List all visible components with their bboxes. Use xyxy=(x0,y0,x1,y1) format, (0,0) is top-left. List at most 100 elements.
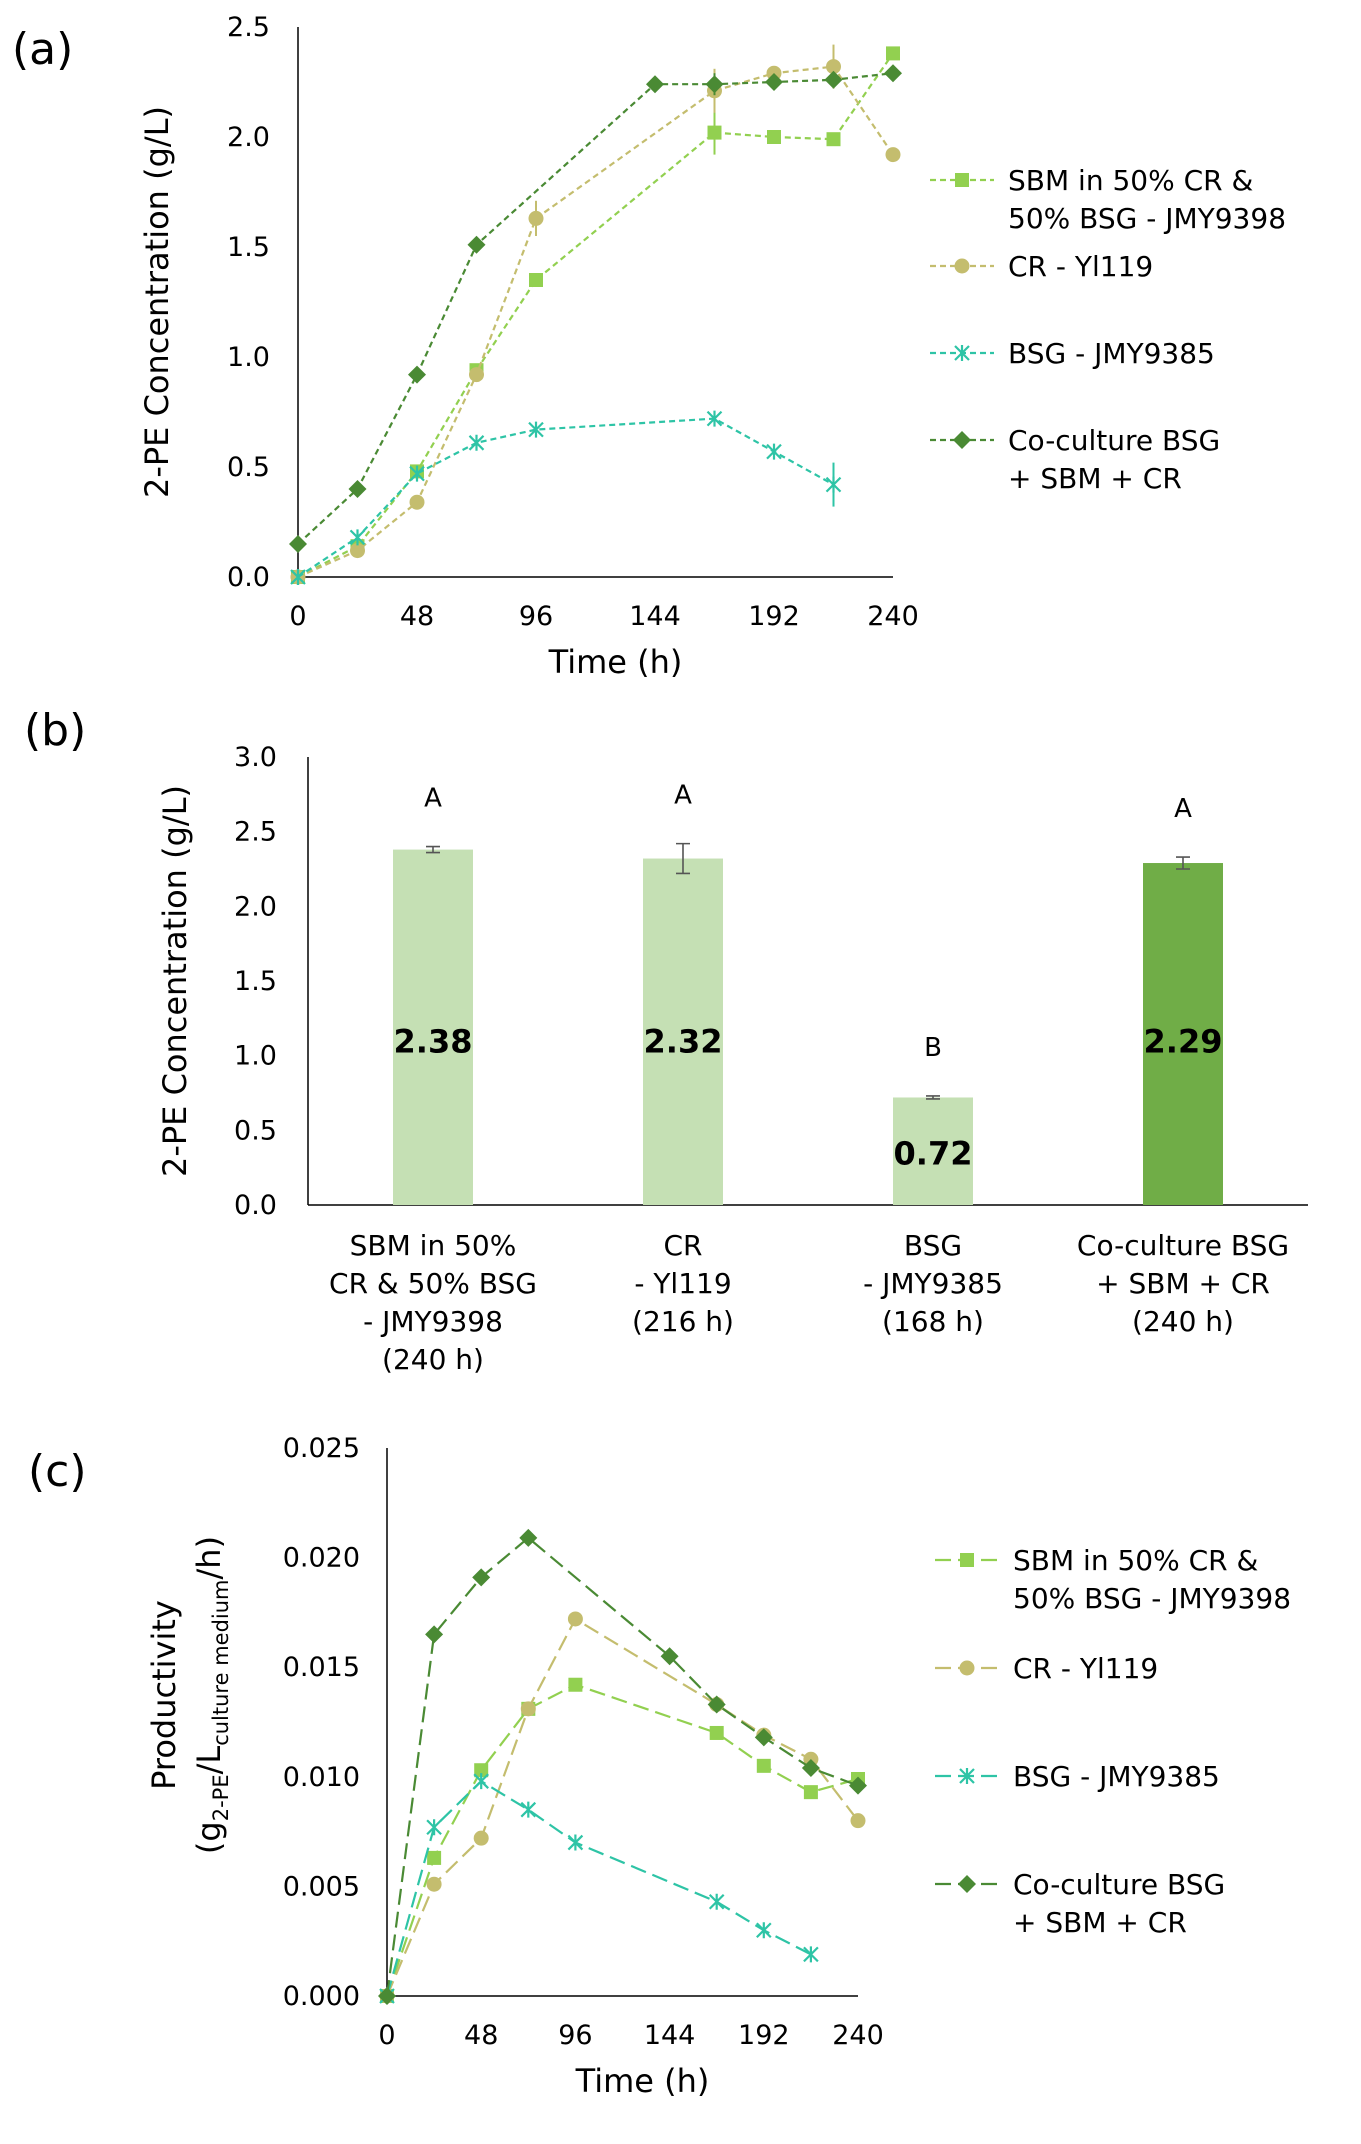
y-tick-label: 0.005 xyxy=(283,1871,360,1902)
category-label: BSG xyxy=(904,1229,962,1262)
series-line-sbm xyxy=(385,1683,859,1997)
error-bar xyxy=(1176,856,1190,870)
y-tick-label: 0.015 xyxy=(283,1652,360,1683)
data-point-cr xyxy=(469,367,484,383)
x-tick-label: 0 xyxy=(289,601,306,632)
panel-label: (a) xyxy=(12,24,73,75)
y-axis-title-units: (g2-PE/Lculture medium/h) xyxy=(190,1536,233,1854)
data-point-cr xyxy=(826,59,841,75)
data-point-co xyxy=(378,1987,396,2005)
legend-label: BSG - JMY9385 xyxy=(1013,1760,1220,1793)
y-tick-label: 0.000 xyxy=(283,1981,360,2012)
data-point-cr xyxy=(409,494,425,510)
y-axis-title-part: /L xyxy=(190,1746,228,1775)
data-point-cr xyxy=(567,1611,583,1627)
y-tick-label: 0.0 xyxy=(234,1190,277,1221)
data-point-bsg xyxy=(756,1922,772,1939)
series-line-co xyxy=(297,72,894,545)
legend-marker-cr xyxy=(954,258,970,274)
data-point-cr xyxy=(520,1701,536,1717)
y-tick-label: 0.5 xyxy=(227,452,270,483)
category-label: (168 h) xyxy=(882,1305,984,1338)
data-point-cr xyxy=(528,210,544,226)
data-point-co xyxy=(660,1647,679,1666)
significance-letter: A xyxy=(674,781,692,811)
series-line-cr xyxy=(297,65,894,579)
data-point-bsg xyxy=(803,1946,819,1963)
series-line-sbm xyxy=(297,52,894,578)
error-bar xyxy=(426,845,440,854)
error-bar xyxy=(926,1095,940,1100)
data-point-bsg xyxy=(409,465,425,482)
series-bsg: BSG - JMY9385 xyxy=(379,1760,1220,2004)
significance-letter: A xyxy=(424,784,442,814)
legend-label: 50% BSG - JMY9398 xyxy=(1008,202,1286,235)
data-point-sbm xyxy=(803,1785,818,1800)
y-tick-label: 0.5 xyxy=(234,1115,277,1146)
y-tick-label: 1.0 xyxy=(227,342,270,373)
legend-label: Co-culture BSG xyxy=(1008,424,1220,457)
data-point-sbm xyxy=(529,273,543,287)
data-point-co xyxy=(425,1625,444,1644)
y-axis-title: 2-PE Concentration (g/L) xyxy=(156,785,194,1177)
y-tick-label: 1.5 xyxy=(234,966,277,997)
chart-panel-a: (a) 0.0 0.5 1.0 1.5 2.0 2.5 0 48 96 144 192 240 Time … xyxy=(12,12,1286,681)
y-tick-label: 1.0 xyxy=(234,1041,277,1072)
data-point-sbm xyxy=(767,130,781,144)
x-tick-label: 48 xyxy=(464,2020,498,2051)
category-label: Co-culture BSG xyxy=(1077,1229,1289,1262)
legend-marker-sbm xyxy=(960,1553,974,1567)
y-tick-label: 2.0 xyxy=(234,891,277,922)
panel-label: (b) xyxy=(24,705,86,756)
series-co: Co-culture BSG + SBM + CR xyxy=(378,1528,1225,2005)
series-cr: CR - Yl119 xyxy=(290,44,1153,585)
x-axis-title: Time (h) xyxy=(575,2062,710,2100)
data-point-co xyxy=(519,1528,538,1547)
x-tick-label: 192 xyxy=(748,601,800,632)
legend-label: 50% BSG - JMY9398 xyxy=(1013,1582,1291,1615)
series-line-co xyxy=(385,1536,859,1997)
legend-marker-cr xyxy=(959,1660,975,1676)
legend-marker-co xyxy=(958,1875,976,1893)
data-point-bsg xyxy=(708,1893,725,1910)
data-point-co xyxy=(754,1728,773,1747)
data-point-co xyxy=(824,70,843,89)
legend-label: CR - Yl119 xyxy=(1008,250,1153,283)
data-point-bsg xyxy=(468,434,485,451)
series-bsg: BSG - JMY9385 xyxy=(290,337,1215,585)
y-tick-label: 0.020 xyxy=(283,1543,360,1574)
category-label: - JMY9398 xyxy=(363,1305,503,1338)
data-point-bsg xyxy=(290,569,306,585)
data-point-co xyxy=(467,235,486,254)
data-point-co xyxy=(765,73,783,91)
y-tick-label: 0.0 xyxy=(227,562,270,593)
data-point-co xyxy=(472,1568,491,1587)
category-label: + SBM + CR xyxy=(1096,1267,1270,1300)
series-cr: CR - Yl119 xyxy=(379,1611,1158,2004)
data-point-cr xyxy=(473,1830,489,1846)
bar xyxy=(393,849,473,1205)
x-tick-label: 192 xyxy=(738,2020,790,2051)
data-label: 2.38 xyxy=(394,1023,473,1061)
y-tick-label: 2.5 xyxy=(234,817,277,848)
y-tick-label: 2.5 xyxy=(227,12,270,43)
significance-letter: B xyxy=(924,1033,942,1063)
y-tick-label: 0.025 xyxy=(283,1433,360,1464)
bar xyxy=(893,1097,973,1205)
data-point-sbm xyxy=(826,132,841,147)
x-tick-label: 0 xyxy=(378,2020,395,2051)
y-axis-title: Productivity xyxy=(145,1600,183,1790)
data-point-co xyxy=(289,535,307,553)
legend-label: CR - Yl119 xyxy=(1013,1652,1158,1685)
legend-label: SBM in 50% CR & xyxy=(1013,1544,1258,1577)
y-axis-title-part: /h) xyxy=(190,1536,228,1580)
data-point-bsg xyxy=(473,1773,489,1790)
data-point-co xyxy=(646,75,664,94)
data-point-sbm xyxy=(756,1758,771,1773)
x-axis-title: Time (h) xyxy=(548,643,683,681)
series-line-bsg xyxy=(385,1779,812,1997)
x-tick-label: 240 xyxy=(867,601,919,632)
y-axis-title: 2-PE Concentration (g/L) xyxy=(138,106,176,498)
series-line-cr xyxy=(385,1617,859,1997)
x-tick-label: 48 xyxy=(400,601,434,632)
